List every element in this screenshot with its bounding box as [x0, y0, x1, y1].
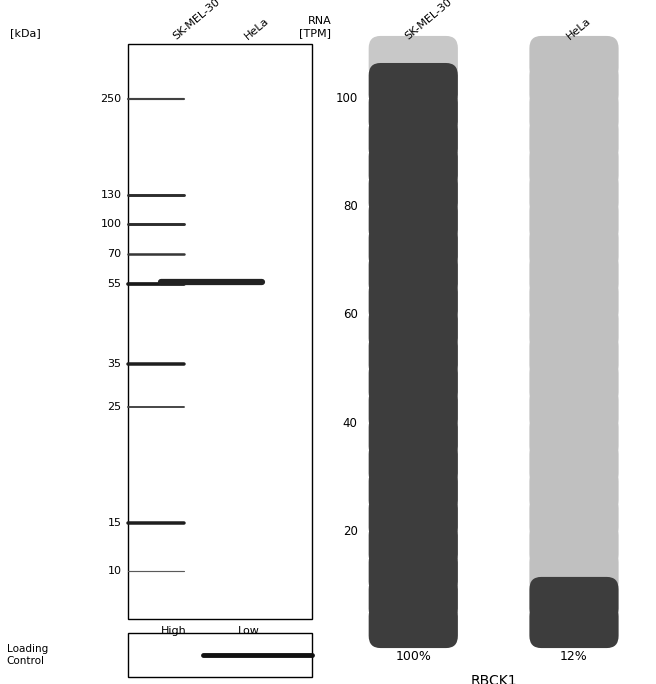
FancyBboxPatch shape — [369, 117, 458, 161]
FancyBboxPatch shape — [529, 334, 619, 378]
FancyBboxPatch shape — [369, 523, 458, 567]
FancyBboxPatch shape — [529, 90, 619, 134]
Text: 80: 80 — [343, 200, 358, 213]
FancyBboxPatch shape — [529, 388, 619, 432]
Text: 250: 250 — [100, 94, 121, 104]
Text: SK-MEL-30: SK-MEL-30 — [403, 0, 455, 41]
FancyBboxPatch shape — [369, 90, 458, 134]
FancyBboxPatch shape — [369, 604, 458, 648]
FancyBboxPatch shape — [529, 225, 619, 269]
FancyBboxPatch shape — [529, 360, 619, 405]
FancyBboxPatch shape — [369, 550, 458, 594]
Text: SK-MEL-30: SK-MEL-30 — [171, 0, 222, 41]
Text: 100: 100 — [335, 92, 358, 105]
Text: 25: 25 — [107, 402, 121, 412]
FancyBboxPatch shape — [529, 469, 619, 513]
FancyBboxPatch shape — [529, 171, 619, 215]
FancyBboxPatch shape — [369, 334, 458, 378]
FancyBboxPatch shape — [529, 523, 619, 567]
FancyBboxPatch shape — [369, 415, 458, 459]
Text: RNA
[TPM]: RNA [TPM] — [299, 16, 331, 38]
Text: 55: 55 — [108, 279, 121, 289]
FancyBboxPatch shape — [529, 117, 619, 161]
Text: HeLa: HeLa — [243, 15, 271, 41]
FancyBboxPatch shape — [529, 306, 619, 350]
FancyBboxPatch shape — [529, 198, 619, 242]
Text: 130: 130 — [100, 190, 121, 200]
FancyBboxPatch shape — [529, 442, 619, 486]
Text: 10: 10 — [108, 566, 121, 576]
Text: 100%: 100% — [396, 650, 431, 663]
FancyBboxPatch shape — [369, 279, 458, 324]
FancyBboxPatch shape — [369, 577, 458, 621]
Text: 35: 35 — [108, 359, 121, 369]
FancyBboxPatch shape — [369, 198, 458, 242]
FancyBboxPatch shape — [529, 36, 619, 80]
Text: 20: 20 — [342, 525, 358, 538]
FancyBboxPatch shape — [529, 415, 619, 459]
Text: High: High — [161, 626, 187, 636]
FancyBboxPatch shape — [369, 306, 458, 350]
Text: RBCK1: RBCK1 — [470, 674, 517, 684]
Bar — [128, 44, 312, 619]
FancyBboxPatch shape — [529, 144, 619, 188]
FancyBboxPatch shape — [529, 252, 619, 296]
FancyBboxPatch shape — [529, 577, 619, 621]
FancyBboxPatch shape — [369, 225, 458, 269]
FancyBboxPatch shape — [369, 171, 458, 215]
Text: 70: 70 — [107, 250, 121, 259]
FancyBboxPatch shape — [529, 550, 619, 594]
Text: Low: Low — [238, 626, 260, 636]
FancyBboxPatch shape — [369, 442, 458, 486]
Bar — [128, 633, 312, 677]
FancyBboxPatch shape — [529, 496, 619, 540]
Text: 60: 60 — [342, 308, 358, 321]
Text: HeLa: HeLa — [564, 15, 592, 41]
FancyBboxPatch shape — [369, 36, 458, 80]
Text: 40: 40 — [342, 417, 358, 430]
Text: Loading
Control: Loading Control — [7, 644, 48, 666]
Text: [kDa]: [kDa] — [10, 27, 41, 38]
FancyBboxPatch shape — [369, 360, 458, 405]
FancyBboxPatch shape — [369, 388, 458, 432]
FancyBboxPatch shape — [529, 63, 619, 107]
FancyBboxPatch shape — [369, 252, 458, 296]
FancyBboxPatch shape — [369, 144, 458, 188]
FancyBboxPatch shape — [529, 279, 619, 324]
Text: 12%: 12% — [560, 650, 588, 663]
Text: 100: 100 — [100, 220, 121, 229]
FancyBboxPatch shape — [369, 496, 458, 540]
FancyBboxPatch shape — [529, 604, 619, 648]
Text: 15: 15 — [108, 518, 121, 528]
FancyBboxPatch shape — [369, 469, 458, 513]
FancyBboxPatch shape — [369, 63, 458, 107]
